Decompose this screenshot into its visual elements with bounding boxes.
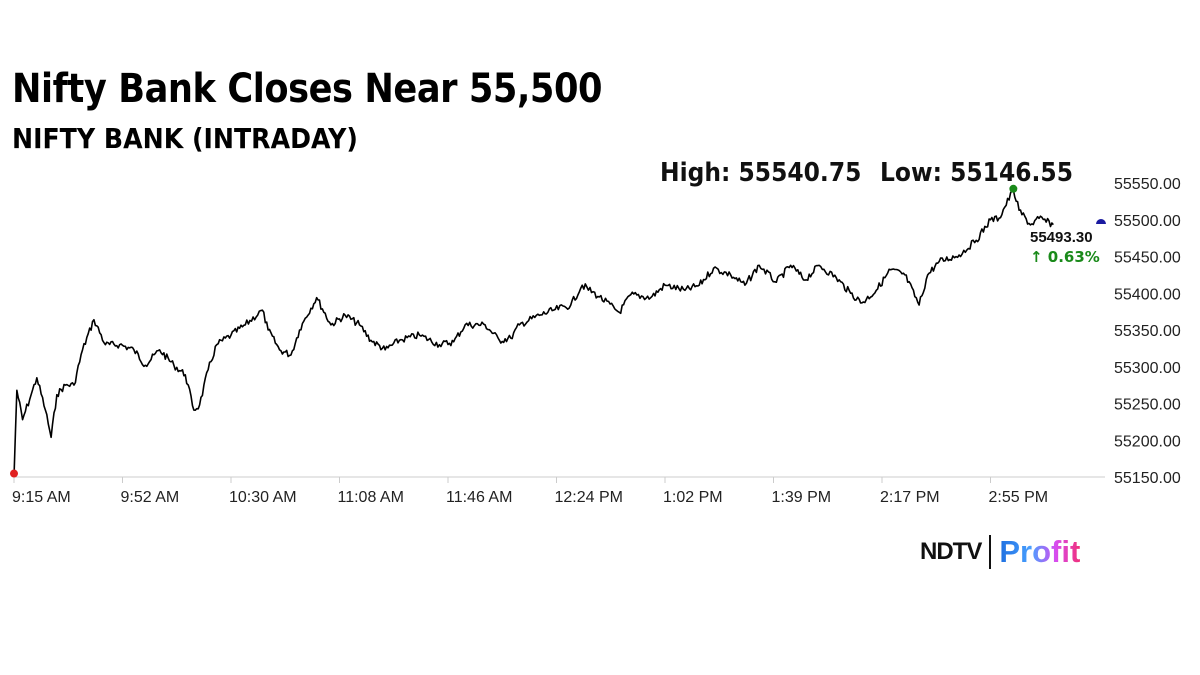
y-tick-label: 55350.00 [1114,323,1181,340]
y-tick-label: 55200.00 [1114,433,1181,450]
low-marker [10,469,18,478]
low-label: Low: 55146.55 [880,158,1073,188]
y-tick-label: 55450.00 [1114,250,1181,267]
y-tick-label: 55150.00 [1114,470,1181,487]
high-label: High: 55540.75 [660,158,862,188]
last-value-label: 55493.30 [1030,229,1093,246]
last-price-marker [1096,219,1106,224]
logo-divider [989,535,992,569]
logo-product: Profit [999,534,1081,569]
logo-brand: NDTV [920,538,982,565]
ndtv-profit-logo: NDTV Profit [920,534,1080,570]
chart-subtitle: NIFTY BANK (INTRADAY) [12,122,358,155]
x-tick-label: 2:55 PM [989,489,1049,506]
x-tick-label: 11:08 AM [338,489,404,506]
x-tick-label: 9:15 AM [12,489,71,506]
change-label: ↑ 0.63% [1030,248,1100,266]
y-tick-label: 55500.00 [1114,213,1181,230]
x-tick-label: 10:30 AM [229,489,297,506]
x-tick-label: 1:02 PM [663,489,723,506]
y-tick-label: 55300.00 [1114,360,1181,377]
x-tick-label: 12:24 PM [555,489,623,506]
y-tick-label: 55400.00 [1114,286,1181,303]
y-tick-label: 55550.00 [1114,176,1181,193]
y-tick-label: 55250.00 [1114,397,1181,414]
x-tick-label: 2:17 PM [880,489,940,506]
price-line [13,188,1054,478]
x-tick-label: 1:39 PM [772,489,832,506]
x-tick-label: 11:46 AM [446,489,512,506]
page-title: Nifty Bank Closes Near 55,500 [12,66,603,112]
x-tick-label: 9:52 AM [121,489,180,506]
high-marker [1009,184,1018,193]
